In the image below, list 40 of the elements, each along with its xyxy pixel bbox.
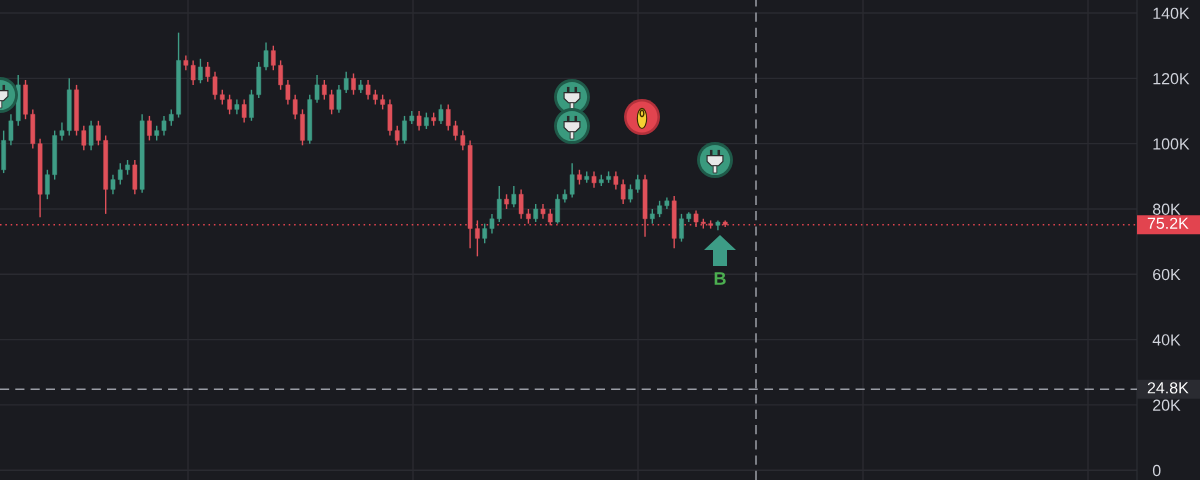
candlestick <box>555 193 560 225</box>
candlestick <box>147 115 152 142</box>
candlestick <box>679 213 684 243</box>
candlestick <box>205 61 211 83</box>
candlestick <box>45 169 50 200</box>
y-tick-label: 20K <box>1153 399 1181 411</box>
candlestick <box>445 103 451 132</box>
ref-line-label: 24.8K <box>1147 382 1189 394</box>
candlestick <box>518 188 524 220</box>
candlestick <box>270 45 276 71</box>
candlestick <box>329 89 334 115</box>
candlestick <box>81 125 87 151</box>
candlestick <box>161 115 167 137</box>
candlestick <box>402 115 407 145</box>
candlestick <box>198 58 203 84</box>
candlestick <box>212 71 218 101</box>
y-tick-label: 0 <box>1152 464 1161 477</box>
candlestick <box>241 98 247 124</box>
y-tick-label: 80K <box>1152 203 1181 215</box>
ref-line-label: 75.2K <box>1147 217 1189 229</box>
candlestick <box>416 110 422 132</box>
candlestick <box>365 79 371 101</box>
y-tick-label: 120K <box>1153 73 1190 85</box>
annotation: B <box>714 272 726 285</box>
candlestick <box>475 219 480 258</box>
candlestick <box>88 120 94 151</box>
y-tick-label: 40K <box>1152 334 1181 346</box>
y-tick-label: 140K <box>1153 7 1190 20</box>
y-tick-label: 100K <box>1153 138 1190 150</box>
candlestick <box>249 89 254 122</box>
candlestick <box>96 120 101 147</box>
candlestick <box>322 79 327 101</box>
candlestick <box>511 185 517 209</box>
candlestick <box>278 59 283 91</box>
candlestick <box>482 222 488 244</box>
y-tick-label: 60K <box>1153 268 1181 281</box>
candlestick <box>453 120 458 142</box>
candlestick <box>351 72 356 96</box>
candlestick <box>227 93 232 115</box>
candlestick <box>438 103 444 125</box>
